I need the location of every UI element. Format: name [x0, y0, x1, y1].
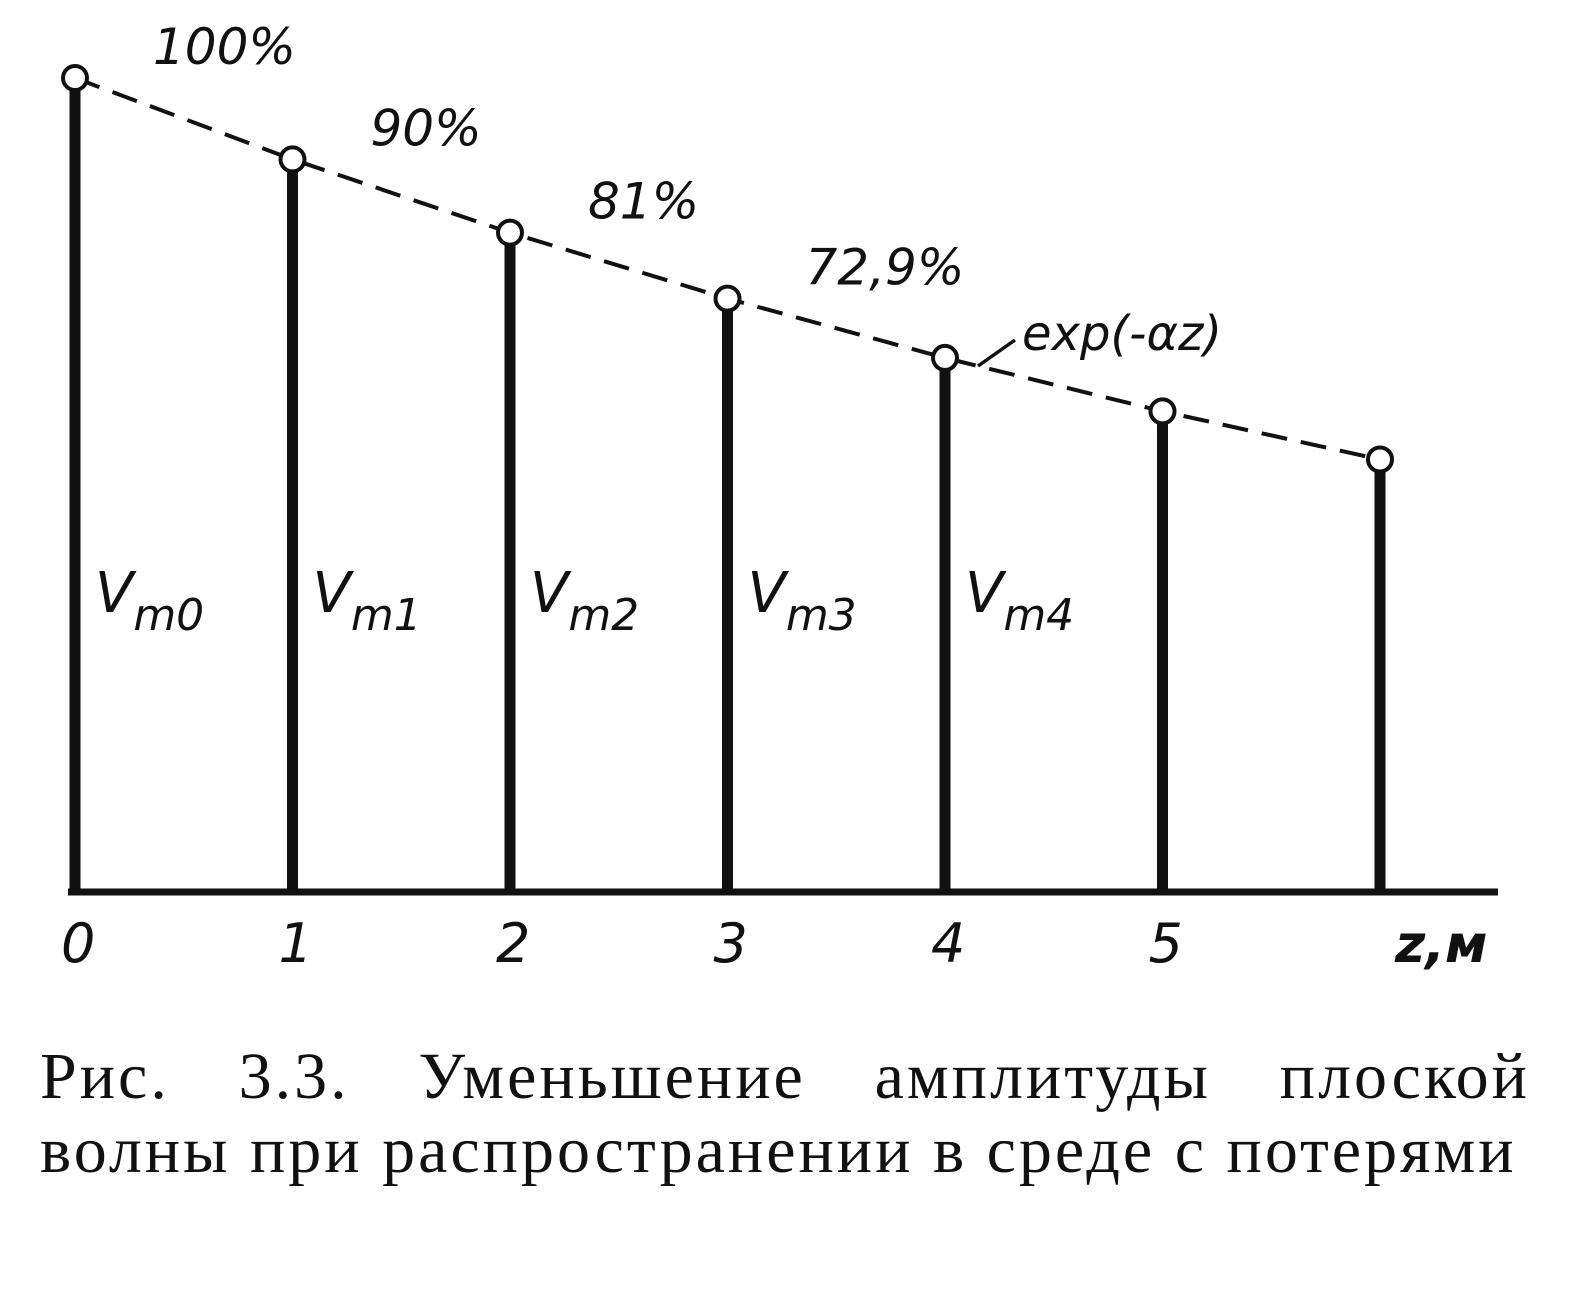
percent-label-1: 90% — [371, 99, 482, 157]
bar-label-0: Vm0 — [95, 561, 204, 641]
x-axis-label: z,м — [1394, 915, 1488, 975]
bar-label-3: Vm3 — [748, 561, 857, 641]
tick-label-0: 0 — [61, 912, 95, 975]
percent-label-2: 81% — [588, 173, 699, 231]
percent-label-3: 72,9% — [806, 239, 965, 297]
percent-label-0: 100% — [153, 18, 296, 76]
point-5 — [1148, 397, 1177, 426]
point-6 — [1366, 445, 1394, 474]
tick-label-3: 3 — [714, 912, 748, 975]
figure-caption: Рис. 3.3. Уменьшение амплитуды плоской в… — [40, 1040, 1530, 1187]
tick-label-4: 4 — [931, 912, 965, 975]
point-4 — [931, 343, 959, 372]
bar-label-2: Vm2 — [530, 561, 639, 641]
curve-label: exp(-αz) — [1022, 306, 1222, 362]
tick-label-2: 2 — [496, 912, 530, 975]
tick-label-5: 5 — [1149, 912, 1183, 975]
point-3 — [713, 284, 742, 313]
bar-label-1: Vm1 — [313, 561, 422, 641]
curve-label-leader — [976, 338, 1017, 368]
point-1 — [278, 145, 307, 174]
point-2 — [496, 218, 524, 247]
tick-label-1: 1 — [279, 912, 313, 975]
bar-label-4: Vm4 — [965, 561, 1074, 641]
point-0 — [61, 64, 89, 92]
